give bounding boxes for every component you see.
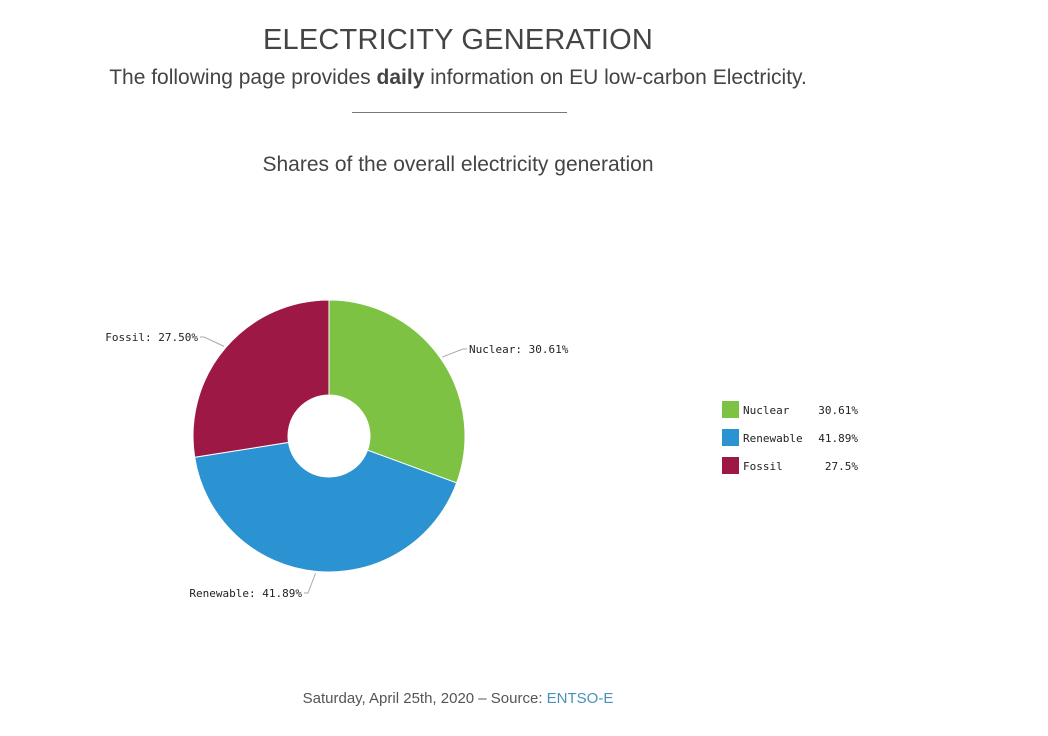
page-subtitle: The following page provides daily inform… bbox=[0, 66, 916, 90]
legend-swatch-nuclear[interactable] bbox=[722, 401, 739, 418]
page-title: ELECTRICITY GENERATION bbox=[262, 24, 654, 56]
slice-connector-renewable bbox=[304, 573, 317, 594]
legend-swatch-fossil[interactable] bbox=[722, 457, 739, 474]
slice-label-renewable: Renewable: 41.89% bbox=[189, 587, 302, 600]
slice-renewable[interactable] bbox=[194, 441, 458, 573]
legend-label-fossil[interactable]: Fossil bbox=[743, 460, 783, 473]
legend-label-renewable[interactable]: Renewable bbox=[743, 432, 803, 445]
legend-value-fossil: 27.5% bbox=[825, 460, 858, 473]
slice-connector-nuclear bbox=[441, 348, 467, 358]
footer-date: Saturday, April 25th, 2020 – Source: bbox=[302, 690, 547, 707]
legend-label-nuclear[interactable]: Nuclear bbox=[743, 404, 790, 417]
legend-swatch-renewable[interactable] bbox=[722, 429, 739, 446]
slice-fossil[interactable] bbox=[192, 299, 330, 458]
source-link[interactable]: ENTSO-E bbox=[546, 690, 614, 707]
legend-value-nuclear: 30.61% bbox=[818, 404, 858, 417]
subtitle-bold: daily bbox=[376, 66, 425, 89]
slice-nuclear[interactable] bbox=[328, 299, 466, 484]
subtitle-suffix: information on EU low-carbon Electricity… bbox=[424, 66, 807, 89]
legend-value-renewable: 41.89% bbox=[818, 432, 858, 445]
title-divider bbox=[352, 112, 567, 113]
footer: Saturday, April 25th, 2020 – Source: ENT… bbox=[0, 690, 916, 707]
slice-connector-fossil bbox=[200, 336, 225, 347]
subtitle-prefix: The following page provides bbox=[109, 66, 377, 89]
chart-title: Shares of the overall electricity genera… bbox=[262, 153, 654, 176]
slice-label-fossil: Fossil: 27.50% bbox=[105, 331, 198, 344]
slice-label-nuclear: Nuclear: 30.61% bbox=[469, 343, 569, 356]
